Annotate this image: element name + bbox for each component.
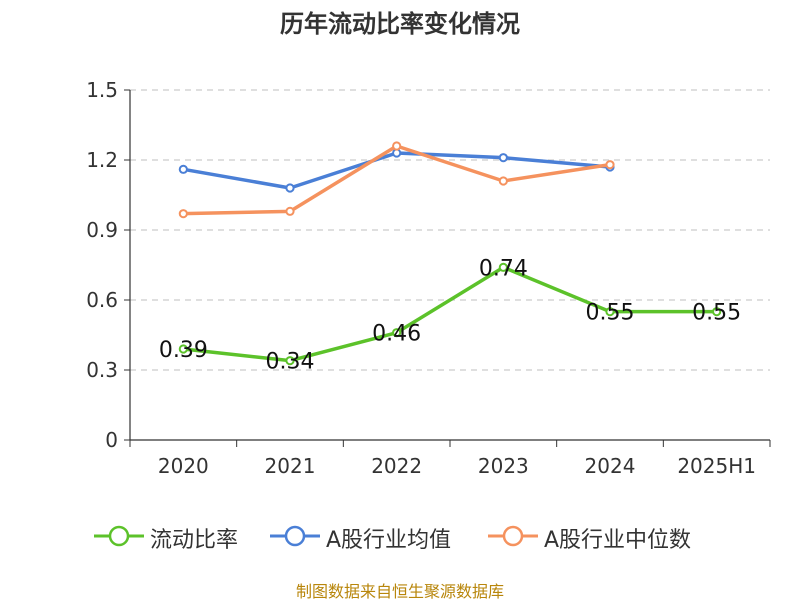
- data-point: [178, 164, 188, 174]
- y-tick-label: 0.6: [86, 288, 118, 312]
- y-tick-label: 0.9: [86, 218, 118, 242]
- data-point: [392, 141, 402, 151]
- data-point: [178, 209, 188, 219]
- y-tick-label: 1.2: [86, 148, 118, 172]
- data-point: [392, 328, 402, 338]
- legend-label: A股行业均值: [326, 528, 452, 553]
- x-tick-label: 2024: [585, 454, 636, 478]
- series-line: [181, 151, 612, 190]
- data-label: 0.34: [266, 350, 315, 375]
- data-point: [498, 176, 508, 186]
- data-label: 0.74: [479, 256, 528, 281]
- x-tick-label: 2023: [478, 454, 529, 478]
- data-label: 0.55: [692, 301, 741, 326]
- y-tick-label: 1.5: [86, 78, 118, 102]
- legend-label: A股行业中位数: [544, 528, 692, 553]
- legend-swatch-icon: [94, 525, 144, 547]
- series-line: [181, 265, 719, 363]
- data-point: [605, 160, 615, 170]
- x-tick-label: 2022: [371, 454, 422, 478]
- y-tick-label: 0: [105, 428, 118, 452]
- data-point: [498, 153, 508, 163]
- x-tick-label: 2021: [265, 454, 316, 478]
- x-tick-label: 2025H1: [677, 454, 756, 478]
- data-point: [712, 307, 722, 317]
- data-point: [178, 344, 188, 354]
- chart-legend: 流动比率 A股行业均值 A股行业中位数: [0, 516, 800, 556]
- y-tick-label: 0.3: [86, 358, 118, 382]
- data-point: [498, 262, 508, 272]
- legend-swatch-icon: [488, 525, 538, 547]
- legend-label: 流动比率: [150, 528, 239, 553]
- source-note: 制图数据来自恒生聚源数据库: [295, 582, 504, 601]
- legend-swatch-icon: [270, 525, 320, 547]
- chart-title: 历年流动比率变化情况: [280, 10, 520, 38]
- data-point: [285, 356, 295, 366]
- data-point: [285, 206, 295, 216]
- data-label: 0.46: [372, 322, 421, 347]
- data-point: [605, 307, 615, 317]
- data-label: 0.39: [159, 338, 208, 363]
- data-point: [285, 183, 295, 193]
- data-label: 0.55: [586, 301, 635, 326]
- x-tick-label: 2020: [158, 454, 209, 478]
